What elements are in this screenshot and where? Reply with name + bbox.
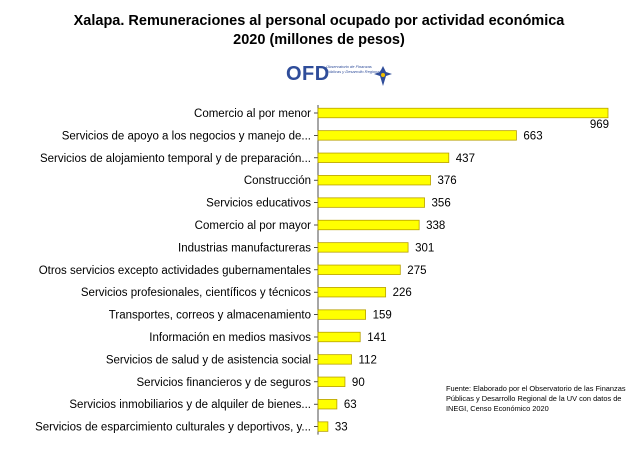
bar — [317, 421, 329, 432]
bar — [317, 354, 352, 365]
category-label: Servicios de esparcimiento culturales y … — [35, 422, 311, 434]
category-label: Comercio al por mayor — [195, 220, 311, 232]
ofd-logo: OFD Observatorio de Finanzas Públicas y … — [286, 58, 396, 92]
category-label: Construcción — [244, 175, 311, 187]
bar — [317, 331, 361, 343]
bar — [317, 219, 420, 231]
category-label: Servicios educativos — [206, 198, 311, 210]
value-label: 376 — [438, 175, 457, 187]
bar — [317, 107, 609, 119]
ofd-logo-subtitle: Observatorio de Finanzas Públicas y Desa… — [326, 64, 381, 74]
value-label: 33 — [335, 422, 348, 434]
value-label: 112 — [359, 354, 377, 366]
bar — [317, 152, 450, 163]
value-label: 356 — [432, 198, 451, 210]
value-label: 338 — [426, 220, 445, 232]
bar — [317, 197, 425, 208]
bar — [317, 287, 387, 298]
category-label: Servicios de alojamiento temporal y de p… — [40, 153, 311, 165]
chart-title-line-1: Xalapa. Remuneraciones al personal ocupa… — [73, 13, 565, 29]
category-label: Industrias manufactureras — [178, 242, 311, 254]
value-label: 159 — [373, 310, 392, 322]
value-label: 90 — [352, 377, 365, 389]
bar — [317, 264, 401, 275]
bar — [317, 130, 517, 141]
category-label: Servicios profesionales, científicos y t… — [81, 287, 311, 299]
bar — [317, 399, 338, 410]
category-label: Servicios de apoyo a los negocios y mane… — [62, 130, 311, 142]
bar — [317, 242, 409, 253]
category-label: Otros servicios excepto actividades gube… — [39, 265, 312, 277]
value-label: 663 — [523, 130, 542, 142]
ofd-logo-text: OFD — [286, 63, 330, 85]
value-label: 141 — [367, 332, 386, 344]
value-label: 275 — [407, 265, 426, 277]
bar — [317, 309, 366, 320]
value-label: 969 — [590, 119, 609, 131]
value-label: 437 — [456, 153, 475, 165]
bar — [317, 376, 346, 387]
category-label: Servicios inmobiliarios y de alquiler de… — [69, 399, 311, 411]
source-note: Fuente: Elaborado por el Observatorio de… — [446, 384, 626, 413]
category-label: Servicios financieros y de seguros — [137, 377, 312, 389]
uv-emblem-icon — [374, 66, 392, 86]
category-label: Transportes, correos y almacenamiento — [109, 310, 311, 322]
category-label: Comercio al por menor — [194, 108, 311, 120]
value-label: 226 — [393, 287, 412, 299]
bar — [317, 175, 431, 186]
value-label: 63 — [344, 399, 357, 411]
category-label: Servicios de salud y de asistencia socia… — [106, 354, 311, 366]
category-label: Información en medios masivos — [149, 332, 311, 344]
value-label: 301 — [415, 242, 434, 254]
chart-title-line-2: 2020 (millones de pesos) — [233, 32, 405, 48]
